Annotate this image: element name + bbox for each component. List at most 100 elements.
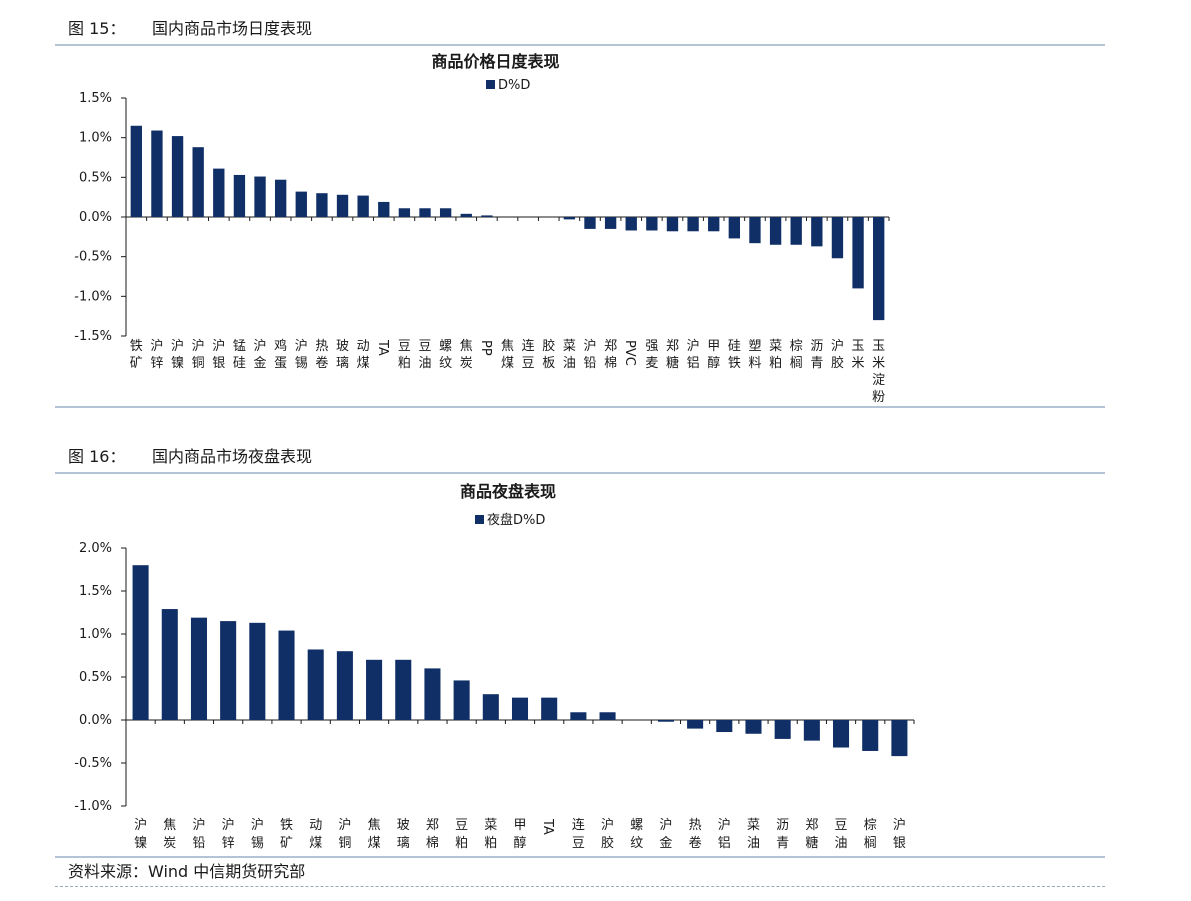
category-label: 玻璃 bbox=[336, 339, 349, 371]
category-label: 菜粕 bbox=[484, 818, 497, 851]
bar bbox=[460, 213, 472, 217]
category-label: 沪金 bbox=[254, 338, 267, 371]
category-label: 沪铅 bbox=[192, 817, 205, 851]
bar bbox=[482, 694, 499, 720]
figure-16-caption: 国内商品市场夜盘表现 bbox=[152, 447, 313, 466]
bar bbox=[790, 217, 802, 245]
y-tick-label: 0.5% bbox=[79, 170, 112, 185]
bar bbox=[803, 720, 820, 741]
category-label: 菜粕 bbox=[769, 339, 782, 371]
bar bbox=[233, 174, 246, 217]
y-tick-label: -0.5% bbox=[74, 250, 112, 265]
bar bbox=[220, 621, 237, 720]
figure-16-top-rule bbox=[55, 472, 1105, 474]
figure-15-bottom-rule bbox=[55, 406, 1105, 408]
category-label: 连豆 bbox=[522, 338, 535, 371]
category-label: 沪镍 bbox=[171, 338, 184, 371]
category-label: 甲醇 bbox=[513, 818, 526, 851]
category-label: 豆粕 bbox=[455, 818, 468, 851]
category-label: 焦煤 bbox=[501, 339, 514, 371]
y-tick-label: 0.5% bbox=[79, 670, 112, 685]
legend-swatch bbox=[475, 515, 484, 524]
bar bbox=[716, 720, 733, 733]
chart-title: 商品价格日度表现 bbox=[431, 52, 559, 71]
category-label: TA bbox=[540, 818, 555, 835]
bar bbox=[336, 194, 349, 217]
category-label: 玉米 bbox=[852, 339, 865, 371]
bar bbox=[453, 680, 470, 720]
y-tick-label: 1.0% bbox=[79, 131, 112, 146]
category-label: 螺纹 bbox=[630, 818, 643, 851]
legend-swatch bbox=[486, 80, 495, 89]
y-tick-label: -0.5% bbox=[74, 756, 112, 771]
category-label: PVC bbox=[622, 340, 637, 366]
category-label: 玉米淀粉 bbox=[872, 339, 885, 405]
figure-16-bottom-rule bbox=[55, 856, 1105, 858]
y-tick-label: 0.0% bbox=[79, 210, 112, 225]
category-label: 棕榈 bbox=[790, 339, 803, 371]
category-label: 焦炭 bbox=[460, 339, 473, 371]
bar bbox=[336, 651, 353, 720]
category-label: 连豆 bbox=[572, 817, 585, 851]
bar bbox=[646, 217, 658, 231]
category-label: 沪铅 bbox=[583, 338, 596, 371]
y-tick-label: 1.0% bbox=[79, 627, 112, 642]
bar bbox=[774, 720, 791, 739]
category-label: 沪铝 bbox=[718, 817, 731, 851]
category-label: 棕榈 bbox=[864, 818, 877, 851]
bar bbox=[439, 208, 452, 217]
bar bbox=[171, 136, 184, 217]
category-label: 沪金 bbox=[659, 817, 672, 851]
figure-16-number: 图 16： bbox=[68, 447, 126, 466]
bar bbox=[295, 191, 307, 217]
chart-title: 商品夜盘表现 bbox=[460, 482, 556, 501]
bar bbox=[625, 217, 637, 231]
category-label: 锰硅 bbox=[233, 339, 246, 371]
bar bbox=[745, 720, 762, 734]
bar bbox=[254, 176, 266, 217]
bar bbox=[357, 195, 369, 217]
y-tick-label: -1.0% bbox=[74, 289, 112, 304]
bar bbox=[852, 217, 864, 289]
bar bbox=[249, 622, 266, 720]
bar bbox=[398, 208, 411, 217]
bar bbox=[891, 720, 908, 757]
category-label: 豆油 bbox=[419, 339, 432, 371]
bar bbox=[366, 659, 383, 720]
category-label: 沥青 bbox=[776, 818, 789, 851]
category-label: 沪铝 bbox=[687, 338, 700, 371]
category-label: 沪胶 bbox=[601, 817, 614, 851]
category-label: 郑糖 bbox=[805, 818, 818, 851]
bar bbox=[132, 565, 149, 720]
bar bbox=[161, 609, 178, 720]
legend-label: D%D bbox=[498, 78, 530, 93]
category-label: 沪胶 bbox=[831, 338, 844, 371]
bar bbox=[307, 649, 324, 720]
bar bbox=[862, 720, 879, 751]
y-tick-label: -1.5% bbox=[74, 329, 112, 344]
bar bbox=[278, 630, 295, 720]
bar bbox=[728, 217, 741, 239]
category-label: 沪银 bbox=[212, 338, 225, 371]
bar bbox=[395, 659, 412, 720]
bar bbox=[563, 217, 576, 220]
category-label: 豆粕 bbox=[398, 339, 411, 371]
y-tick-label: 1.5% bbox=[79, 91, 112, 106]
category-label: 玻璃 bbox=[397, 818, 410, 851]
bar bbox=[873, 217, 885, 321]
category-label: 鸡蛋 bbox=[274, 338, 287, 371]
figure-15-caption: 国内商品市场日度表现 bbox=[152, 19, 313, 38]
figure-15-number: 图 15： bbox=[68, 19, 126, 38]
category-label: PP bbox=[478, 340, 493, 356]
category-label: 沪锡 bbox=[251, 817, 264, 851]
bar bbox=[213, 168, 225, 217]
footer-dotted-rule bbox=[55, 886, 1105, 887]
y-tick-label: -1.0% bbox=[74, 799, 112, 814]
category-label: 强麦 bbox=[645, 339, 658, 371]
category-label: 菜油 bbox=[563, 339, 576, 371]
category-label: 沪铜 bbox=[192, 338, 205, 371]
bar bbox=[316, 193, 328, 217]
bar bbox=[424, 668, 441, 720]
bar bbox=[749, 217, 761, 244]
category-label: 铁矿 bbox=[280, 818, 293, 851]
